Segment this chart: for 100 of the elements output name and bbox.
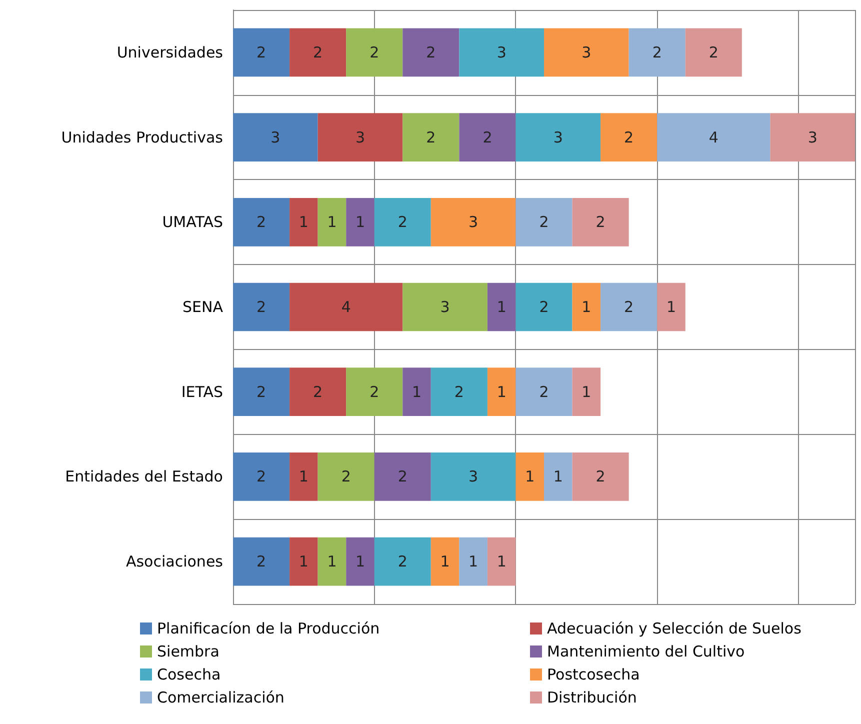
bar: [233, 282, 290, 332]
data-label: 2: [256, 213, 266, 232]
bar: [402, 28, 460, 77]
data-label: 3: [808, 128, 818, 146]
legend-label: Cosecha: [157, 666, 221, 684]
bar: [290, 452, 318, 501]
data-label: 1: [496, 382, 506, 401]
data-label: 3: [496, 43, 506, 62]
data-label: 2: [256, 382, 266, 401]
data-label: 2: [313, 382, 323, 401]
data-label: 1: [468, 552, 478, 571]
data-label: 1: [666, 298, 676, 316]
bar: [318, 537, 346, 586]
bar: [374, 452, 431, 501]
data-label: 1: [496, 552, 506, 571]
data-label: 1: [327, 213, 337, 232]
data-label: 1: [496, 298, 506, 316]
data-label: 3: [355, 128, 365, 146]
bar: [290, 28, 346, 77]
legend-label: Siembra: [157, 642, 220, 660]
bar: [487, 282, 516, 332]
y-tick-label: IETAS: [181, 382, 223, 401]
data-label: 3: [553, 128, 563, 146]
data-label: 3: [468, 213, 478, 232]
bar: [459, 537, 488, 586]
bar: [544, 452, 572, 501]
data-label: 2: [652, 43, 662, 62]
bar: [572, 452, 629, 501]
bar: [572, 198, 629, 246]
bar: [374, 198, 431, 246]
bar: [374, 537, 431, 586]
bar: [346, 198, 374, 246]
y-tick-label: Universidades: [116, 43, 224, 62]
bar: [318, 113, 403, 162]
data-label: 2: [370, 43, 380, 62]
data-label: 1: [327, 552, 337, 571]
bar: [628, 28, 686, 77]
data-label: 1: [525, 468, 535, 486]
bar: [402, 282, 488, 332]
bar: [346, 537, 374, 586]
data-label: 4: [708, 128, 718, 146]
data-label: 2: [256, 298, 266, 316]
bar: [430, 198, 516, 246]
bar: [318, 452, 374, 501]
data-label: 1: [582, 298, 592, 316]
data-label: 2: [370, 382, 380, 401]
bar: [233, 113, 318, 162]
data-label: 2: [426, 43, 436, 62]
legend-label: Mantenimiento del Cultivo: [547, 642, 745, 660]
data-label: 1: [553, 468, 563, 486]
bar: [770, 113, 855, 162]
data-label: 2: [426, 128, 436, 146]
bar: [233, 537, 290, 586]
data-label: 1: [582, 382, 592, 401]
legend-label: Distribución: [547, 688, 637, 706]
bar: [516, 198, 572, 246]
legend-label: Postcosecha: [547, 666, 640, 684]
bar: [516, 113, 601, 162]
bar: [516, 282, 572, 332]
data-label: 2: [539, 382, 549, 401]
bar: [600, 113, 658, 162]
bar: [572, 282, 601, 332]
data-label: 2: [313, 43, 323, 62]
data-label: 2: [256, 468, 266, 486]
data-label: 1: [298, 468, 308, 486]
data-label: 2: [341, 468, 351, 486]
bar: [346, 28, 403, 77]
data-label: 2: [624, 128, 634, 146]
legend-label: Comercialización: [157, 688, 284, 706]
bar: [318, 198, 346, 246]
bar: [233, 198, 290, 246]
bar: [459, 113, 516, 162]
bar: [290, 368, 346, 416]
bar: [233, 452, 290, 501]
data-label: 2: [708, 43, 718, 62]
bar: [600, 282, 658, 332]
bar: [233, 368, 290, 416]
data-label: 2: [624, 298, 634, 316]
data-label: 2: [256, 43, 266, 62]
data-label: 2: [256, 552, 266, 571]
bar: [544, 28, 629, 77]
data-label: 1: [355, 552, 365, 571]
data-label: 2: [539, 213, 549, 232]
bar: [430, 452, 516, 501]
data-label: 2: [596, 468, 606, 486]
data-label: 3: [270, 128, 280, 146]
y-tick-label: Entidades del Estado: [65, 468, 223, 486]
bar: [657, 282, 686, 332]
bar: [516, 368, 572, 416]
data-label: 2: [398, 552, 408, 571]
bar: [487, 368, 516, 416]
data-label: 3: [468, 468, 478, 486]
data-label: 2: [596, 213, 606, 232]
data-label: 2: [398, 213, 408, 232]
bar: [233, 28, 290, 77]
data-label: 2: [482, 128, 492, 146]
bar: [402, 113, 460, 162]
y-tick-label: Asociaciones: [126, 552, 224, 571]
bar: [290, 198, 318, 246]
bar: [430, 537, 460, 586]
